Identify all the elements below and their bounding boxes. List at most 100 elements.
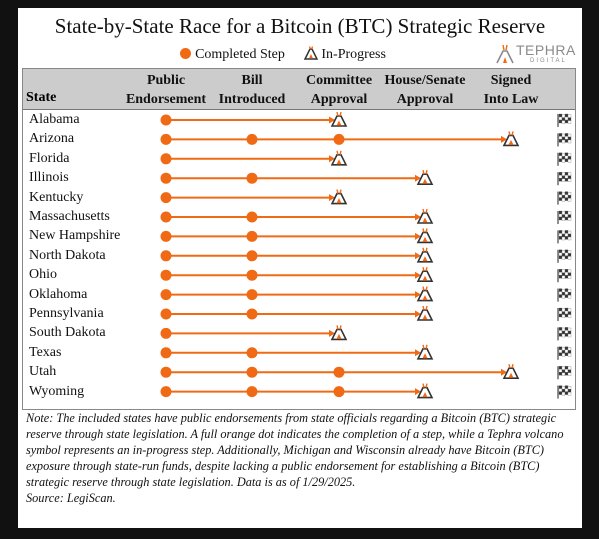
completed-step-dot xyxy=(246,347,258,359)
in-progress-volcano-icon xyxy=(416,267,434,282)
state-progress-row xyxy=(160,364,572,380)
stage-header-line2: Into Law xyxy=(483,92,539,107)
state-label: Massachusetts xyxy=(29,209,110,224)
state-progress-row xyxy=(160,189,572,205)
state-progress-row xyxy=(160,111,572,127)
checkered-flag-icon xyxy=(557,172,572,186)
completed-step-dot xyxy=(246,172,258,184)
progress-arrowhead xyxy=(501,135,507,143)
note-text: Note: The included states have public en… xyxy=(26,411,564,489)
checkered-flag-icon xyxy=(557,366,572,380)
progress-table: State Public Endorsement Bill Introduced Com… xyxy=(22,68,576,410)
in-progress-volcano-icon xyxy=(330,111,348,127)
in-progress-volcano-icon xyxy=(330,325,348,341)
state-progress-row xyxy=(160,228,572,244)
progress-arrowhead xyxy=(415,271,421,279)
completed-step-dot xyxy=(333,386,345,398)
checkered-flag-icon xyxy=(557,249,572,263)
in-progress-volcano-icon xyxy=(416,383,434,399)
state-label: Oklahoma xyxy=(29,286,88,302)
completed-step-dot xyxy=(160,114,172,126)
progress-arrowhead xyxy=(415,349,421,357)
checkered-flag-icon xyxy=(557,269,572,283)
checkered-flag-icon xyxy=(557,288,572,302)
state-label: New Hampshire xyxy=(29,228,121,244)
checkered-flag-icon xyxy=(557,113,572,127)
completed-step-dot xyxy=(246,230,258,242)
state-label: Alabama xyxy=(29,112,80,127)
footnote: Note: The included states have public en… xyxy=(26,410,576,506)
stage-header-line1: House/Senate xyxy=(384,73,466,88)
state-label: Florida xyxy=(29,150,70,166)
state-column-header: State xyxy=(26,90,57,105)
checkered-flag-icon xyxy=(557,210,572,224)
completed-step-dot xyxy=(333,133,345,145)
progress-arrowhead xyxy=(501,368,507,376)
checkered-flag-icon xyxy=(557,191,572,205)
state-label: Wyoming xyxy=(29,383,85,399)
state-progress-row xyxy=(160,247,572,263)
completed-step-dot xyxy=(246,133,258,145)
completed-step-dot xyxy=(160,250,172,262)
checkered-flag-icon xyxy=(557,230,572,244)
completed-step-dot xyxy=(160,327,172,339)
state-progress-row xyxy=(160,383,572,399)
completed-step-dot xyxy=(246,308,258,320)
legend: Completed Step In-Progress xyxy=(18,46,548,63)
completed-dot-icon xyxy=(180,48,192,59)
in-progress-volcano-icon xyxy=(416,286,434,302)
stage-header-line2: Approval xyxy=(310,92,368,107)
state-progress-row xyxy=(160,170,572,186)
checkered-flag-icon xyxy=(557,152,572,166)
completed-step-dot xyxy=(160,211,172,223)
completed-step-dot xyxy=(160,366,172,378)
stage-header-2: Committee Approval xyxy=(279,71,399,109)
in-progress-volcano-icon xyxy=(330,150,348,166)
completed-step-dot xyxy=(333,366,345,378)
state-label: North Dakota xyxy=(29,247,106,263)
completed-step-dot xyxy=(160,269,172,281)
stage-header-line2: Approval xyxy=(396,92,454,107)
checkered-flag-icon xyxy=(557,133,572,147)
in-progress-volcano-icon xyxy=(416,208,434,224)
progress-arrowhead xyxy=(415,252,421,260)
state-label: South Dakota xyxy=(29,325,106,341)
state-label: Arizona xyxy=(29,131,75,147)
state-label: Ohio xyxy=(29,267,57,283)
checkered-flag-icon xyxy=(557,327,572,341)
state-progress-row xyxy=(160,267,572,283)
tephra-logo-icon xyxy=(496,44,514,64)
stage-header-0: Public Endorsement xyxy=(106,71,226,109)
progress-marks xyxy=(160,111,572,399)
completed-step-dot xyxy=(160,289,172,301)
completed-step-dot xyxy=(160,230,172,242)
completed-step-dot xyxy=(160,133,172,145)
progress-arrowhead xyxy=(415,310,421,318)
completed-step-dot xyxy=(246,250,258,262)
stage-header-line2: Introduced xyxy=(218,92,286,107)
logo-wordmark: TEPHRA xyxy=(516,42,576,58)
stage-header-line1: Bill xyxy=(241,73,263,88)
logo-subtext: DIGITAL xyxy=(530,58,567,64)
state-progress-row xyxy=(160,344,572,360)
in-progress-volcano-icon xyxy=(416,247,434,263)
stage-header-line2: Endorsement xyxy=(125,92,207,107)
completed-step-dot xyxy=(160,192,172,204)
completed-step-dot xyxy=(246,269,258,281)
state-progress-row xyxy=(160,325,572,341)
checkered-flag-icon xyxy=(557,307,572,321)
progress-arrowhead xyxy=(329,194,335,202)
tephra-logo: TEPHRA DIGITAL xyxy=(496,42,582,72)
stage-header-line1: Public xyxy=(146,73,186,88)
state-label: Texas xyxy=(29,344,62,360)
in-progress-volcano-icon xyxy=(416,170,434,185)
state-progress-row xyxy=(160,305,572,321)
checkered-flag-icon xyxy=(557,346,572,360)
progress-arrowhead xyxy=(415,291,421,299)
table-header: State Public Endorsement Bill Introduced Com… xyxy=(23,69,575,110)
completed-step-dot xyxy=(246,386,258,398)
progress-arrowhead xyxy=(329,116,335,124)
stage-header-3: House/Senate Approval xyxy=(365,71,485,109)
stage-header-4: Signed Into Law xyxy=(451,71,571,109)
in-progress-volcano-icon xyxy=(416,344,434,360)
